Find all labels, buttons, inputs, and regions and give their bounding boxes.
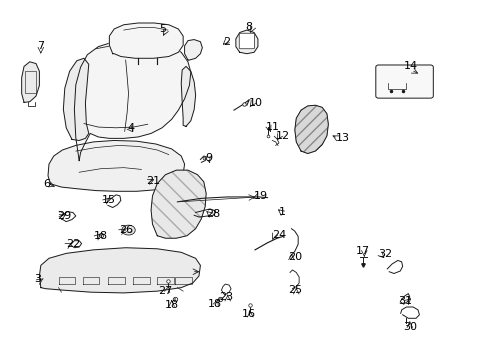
Text: 20: 20 <box>288 252 302 262</box>
Text: 3: 3 <box>35 274 41 284</box>
Polygon shape <box>21 62 40 102</box>
Text: 12: 12 <box>275 131 289 141</box>
Text: 22: 22 <box>66 239 81 248</box>
Text: 5: 5 <box>159 24 166 34</box>
Text: 15: 15 <box>102 195 116 206</box>
Text: 2: 2 <box>223 37 230 47</box>
Text: 24: 24 <box>272 230 286 240</box>
Text: 9: 9 <box>205 153 212 163</box>
Circle shape <box>125 228 131 232</box>
Text: 28: 28 <box>206 208 220 219</box>
Text: 30: 30 <box>402 323 416 333</box>
Polygon shape <box>151 170 206 238</box>
Polygon shape <box>74 40 190 161</box>
Polygon shape <box>48 140 184 191</box>
Text: 16: 16 <box>242 309 256 319</box>
Text: 19: 19 <box>254 191 267 201</box>
Text: 25: 25 <box>287 285 301 295</box>
Text: 17: 17 <box>356 246 369 256</box>
Text: 6: 6 <box>43 179 50 189</box>
Polygon shape <box>40 248 200 293</box>
Text: 7: 7 <box>37 41 44 51</box>
FancyBboxPatch shape <box>375 65 432 98</box>
Polygon shape <box>109 23 183 58</box>
Bar <box>25 71 36 93</box>
Polygon shape <box>184 40 202 60</box>
Polygon shape <box>63 58 89 140</box>
Text: 14: 14 <box>404 62 417 71</box>
Text: 18: 18 <box>207 299 222 309</box>
FancyBboxPatch shape <box>239 33 254 49</box>
Text: 27: 27 <box>158 286 172 296</box>
Circle shape <box>122 225 135 235</box>
Text: 32: 32 <box>377 249 391 259</box>
Polygon shape <box>181 66 195 126</box>
Text: 18: 18 <box>164 300 178 310</box>
Text: 8: 8 <box>245 22 252 32</box>
Text: 29: 29 <box>57 211 71 221</box>
Polygon shape <box>294 105 328 154</box>
Text: 31: 31 <box>397 296 411 306</box>
Text: 21: 21 <box>146 176 160 186</box>
Polygon shape <box>235 30 257 54</box>
Text: 18: 18 <box>93 231 107 242</box>
Text: 4: 4 <box>127 123 134 133</box>
Text: 26: 26 <box>119 225 133 235</box>
Text: 23: 23 <box>219 292 233 302</box>
Text: 1: 1 <box>279 207 285 217</box>
Text: 11: 11 <box>265 122 280 132</box>
Text: 13: 13 <box>335 133 349 143</box>
Text: 10: 10 <box>249 98 263 108</box>
